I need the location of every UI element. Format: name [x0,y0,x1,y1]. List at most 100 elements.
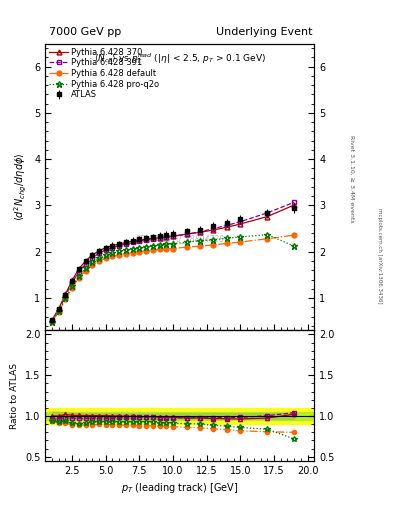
Pythia 6.428 391 [83,261,88,267]
Text: mcplots.cern.ch [arXiv:1306.3436]: mcplots.cern.ch [arXiv:1306.3436] [377,208,382,304]
Pythia 6.428 default [171,245,175,251]
Pythia 6.428 default [83,268,88,274]
Pythia 6.428 370 [56,306,61,312]
Pythia 6.428 370 [83,258,88,264]
Pythia 6.428 391 [50,318,54,324]
Pythia 6.428 pro-q2o [184,239,189,245]
Pythia 6.428 391 [90,254,95,261]
Pythia 6.428 370 [265,214,270,220]
Pythia 6.428 370 [184,231,189,237]
Pythia 6.428 391 [137,238,142,244]
Pythia 6.428 pro-q2o [130,245,135,251]
Pythia 6.428 391 [56,307,61,313]
Pythia 6.428 391 [184,231,189,237]
Pythia 6.428 pro-q2o [224,235,229,241]
Pythia 6.428 370 [238,221,243,227]
Pythia 6.428 pro-q2o [117,248,121,254]
Pythia 6.428 pro-q2o [171,241,175,247]
Pythia 6.428 391 [211,225,216,231]
Pythia 6.428 default [238,239,243,245]
Pythia 6.428 370 [70,278,75,284]
Pythia 6.428 default [292,232,297,238]
Pythia 6.428 391 [198,229,202,235]
Pythia 6.428 pro-q2o [144,244,149,250]
Pythia 6.428 pro-q2o [198,238,202,244]
Pythia 6.428 default [70,285,75,291]
Pythia 6.428 pro-q2o [124,247,129,253]
Pythia 6.428 pro-q2o [83,265,88,271]
Pythia 6.428 default [224,240,229,246]
Pythia 6.428 391 [224,222,229,228]
Legend: Pythia 6.428 370, Pythia 6.428 391, Pythia 6.428 default, Pythia 6.428 pro-q2o, : Pythia 6.428 370, Pythia 6.428 391, Pyth… [48,46,161,101]
Pythia 6.428 default [50,318,54,325]
Pythia 6.428 pro-q2o [97,255,101,261]
Pythia 6.428 default [124,250,129,257]
Pythia 6.428 391 [63,293,68,299]
Pythia 6.428 pro-q2o [151,243,155,249]
Pythia 6.428 default [110,253,115,260]
Pythia 6.428 370 [130,238,135,244]
Pythia 6.428 391 [151,236,155,242]
Pythia 6.428 pro-q2o [265,231,270,238]
Pythia 6.428 370 [164,234,169,240]
Line: Pythia 6.428 370: Pythia 6.428 370 [50,203,297,323]
Pythia 6.428 default [211,242,216,248]
Pythia 6.428 391 [238,219,243,225]
Line: Pythia 6.428 pro-q2o: Pythia 6.428 pro-q2o [49,231,298,325]
Line: Pythia 6.428 391: Pythia 6.428 391 [50,200,297,324]
Pythia 6.428 pro-q2o [157,242,162,248]
Pythia 6.428 370 [198,229,202,236]
Pythia 6.428 pro-q2o [211,237,216,243]
Pythia 6.428 pro-q2o [238,234,243,240]
Pythia 6.428 default [63,296,68,303]
Pythia 6.428 default [77,274,81,281]
Text: $\langle N_{ch}\rangle$ vs $p_T^{lead}$ ($|\eta|$ < 2.5, $p_T$ > 0.1 GeV): $\langle N_{ch}\rangle$ vs $p_T^{lead}$ … [94,51,266,66]
Pythia 6.428 370 [157,235,162,241]
Pythia 6.428 370 [110,243,115,249]
Pythia 6.428 pro-q2o [70,283,75,289]
Pythia 6.428 370 [103,245,108,251]
Text: 7000 GeV pp: 7000 GeV pp [49,27,121,37]
Pythia 6.428 370 [151,235,155,241]
Pythia 6.428 391 [110,245,115,251]
Pythia 6.428 370 [137,237,142,243]
Pythia 6.428 391 [77,269,81,275]
Pythia 6.428 370 [97,248,101,254]
X-axis label: $p_T$ (leading track) [GeV]: $p_T$ (leading track) [GeV] [121,481,239,495]
Pythia 6.428 391 [292,199,297,205]
Pythia 6.428 default [56,309,61,315]
Pythia 6.428 default [117,252,121,258]
Pythia 6.428 pro-q2o [90,259,95,265]
Pythia 6.428 default [137,249,142,255]
Pythia 6.428 370 [124,240,129,246]
Pythia 6.428 370 [292,202,297,208]
Pythia 6.428 391 [103,247,108,253]
Pythia 6.428 pro-q2o [292,243,297,249]
Pythia 6.428 pro-q2o [77,273,81,280]
Pythia 6.428 default [103,255,108,261]
Pythia 6.428 370 [50,317,54,323]
Text: Rivet 3.1.10, ≥ 3.4M events: Rivet 3.1.10, ≥ 3.4M events [349,135,354,223]
Pythia 6.428 default [97,258,101,264]
Pythia 6.428 default [144,248,149,254]
Pythia 6.428 391 [97,250,101,256]
Pythia 6.428 pro-q2o [103,252,108,258]
Pythia 6.428 default [130,249,135,255]
Pythia 6.428 default [198,243,202,249]
Text: Underlying Event: Underlying Event [216,27,312,37]
Pythia 6.428 pro-q2o [164,241,169,247]
Y-axis label: Ratio to ATLAS: Ratio to ATLAS [10,362,19,429]
Pythia 6.428 default [157,246,162,252]
Pythia 6.428 pro-q2o [50,318,54,325]
Pythia 6.428 370 [144,236,149,242]
Line: Pythia 6.428 default: Pythia 6.428 default [50,232,297,324]
Pythia 6.428 391 [144,237,149,243]
Pythia 6.428 370 [211,227,216,233]
Pythia 6.428 391 [70,280,75,286]
Text: ATLAS_2010_S8894728: ATLAS_2010_S8894728 [135,234,225,243]
Pythia 6.428 pro-q2o [110,250,115,256]
Pythia 6.428 391 [117,243,121,249]
Pythia 6.428 pro-q2o [56,308,61,314]
Pythia 6.428 391 [157,235,162,241]
Pythia 6.428 370 [63,291,68,297]
